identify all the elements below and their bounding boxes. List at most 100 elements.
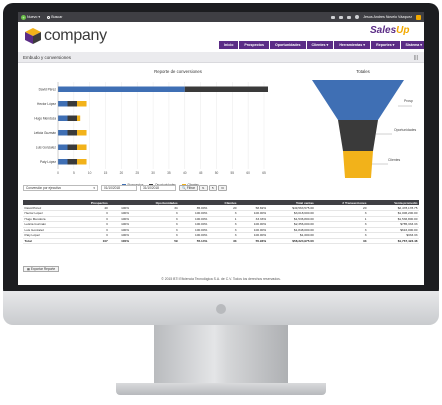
table-row[interactable]: Hugo Mendoza 3 100% 3 100.00% 1 33.33% $1,536,8… bbox=[23, 216, 419, 223]
refresh-icon: ↻ bbox=[211, 186, 215, 190]
table-cell: 100% bbox=[109, 237, 131, 245]
bar-prospectos bbox=[58, 144, 68, 150]
table-cell: $1,536,800.00 bbox=[267, 216, 316, 223]
nav-sistema[interactable]: Sistema ▾ bbox=[400, 41, 424, 49]
export-label: Exportar Reporte bbox=[30, 267, 56, 271]
table-cell: $785,333.33 bbox=[367, 221, 419, 228]
col-clientes[interactable]: Clientes bbox=[208, 200, 239, 206]
funnel-stage-clientes bbox=[343, 151, 373, 178]
table-row[interactable]: Paty López 3 100% 3 100.00% 3 100.00% $1,000.00… bbox=[23, 232, 419, 239]
nav-clientes[interactable]: Clientes ▾ bbox=[306, 41, 334, 49]
table-cell: 3 bbox=[315, 210, 368, 217]
table-cell: 100% bbox=[109, 216, 131, 223]
search-button[interactable]: Buscar bbox=[47, 15, 62, 19]
date-from-input[interactable]: 01/10/2018 bbox=[101, 185, 137, 191]
sort-button[interactable]: ⇅ bbox=[199, 185, 208, 191]
user-avatar-icon[interactable] bbox=[355, 15, 360, 19]
bar-prospectos bbox=[58, 115, 68, 121]
col-total-ventas[interactable]: Total ventas bbox=[267, 200, 316, 206]
user-name[interactable]: Jesus Andres Novelo Vázquez bbox=[363, 15, 412, 19]
table-cell: 100.00% bbox=[238, 221, 268, 228]
plus-icon: + bbox=[21, 14, 26, 20]
x-tick-label: 10 bbox=[88, 171, 92, 175]
table-cell: $2,478,178.75 bbox=[367, 205, 419, 212]
table-cell: 100.00% bbox=[238, 210, 268, 217]
conversion-bar-chart: 0 5 10 15 20 25 30 35 40 45 50 55 60 65 David Pérez Hec… bbox=[34, 82, 268, 175]
col-clientes-pct bbox=[238, 200, 268, 206]
table-cell: 58.82% bbox=[238, 205, 268, 212]
col-venta-promedio[interactable]: Venta promedio bbox=[367, 200, 419, 206]
table-cell: 100% bbox=[109, 227, 131, 234]
table-cell: 100.00% bbox=[179, 216, 209, 223]
filter-bar: Conversión por ejecutivo ▾ 01/10/2018 31/… bbox=[23, 184, 228, 192]
table-cell: 3 bbox=[70, 216, 110, 223]
col-prospectos[interactable]: Prospectos bbox=[70, 200, 110, 206]
apple-logo-icon bbox=[216, 304, 226, 314]
bar-prospectos bbox=[58, 101, 68, 107]
table-header: Prospectos Oportunidades Clientes Total … bbox=[23, 200, 419, 206]
nav-oportunidades[interactable]: Oportunidades bbox=[269, 41, 306, 49]
table-cell: $58,324,975.00 bbox=[267, 237, 316, 245]
x-tick-label: 30 bbox=[151, 171, 155, 175]
y-tick-label: Paty López bbox=[40, 160, 56, 164]
date-to-input[interactable]: 31/10/2018 bbox=[140, 185, 176, 191]
x-tick-label: 45 bbox=[199, 171, 203, 175]
table-cell: Hugo Mendoza bbox=[23, 216, 71, 223]
bar-oportunidades bbox=[67, 144, 78, 150]
bar-clientes bbox=[77, 130, 87, 136]
filter-button-label: Filtrar bbox=[186, 186, 196, 190]
bar-oportunidades bbox=[67, 130, 78, 136]
funnel-label-prospectos: Prosp bbox=[404, 99, 413, 103]
x-tick-label: 25 bbox=[135, 171, 139, 175]
col-transacciones[interactable]: # Transacciones bbox=[315, 200, 368, 206]
nav-reportes[interactable]: Reportes ▾ bbox=[371, 41, 400, 49]
nav-inicio[interactable]: Inicio bbox=[219, 41, 239, 49]
options-menu-icon[interactable]: ||| bbox=[414, 55, 418, 61]
refresh-button[interactable]: ↻ bbox=[208, 185, 218, 191]
notifications-icon[interactable] bbox=[331, 15, 336, 19]
section-bar bbox=[18, 52, 424, 63]
table-row[interactable]: Luis Gonzalez 3 100% 3 100.00% 3 100.00% $1,848… bbox=[23, 227, 419, 234]
table-cell: Leticia Guzmán bbox=[23, 221, 71, 228]
metric-select[interactable]: Conversión por ejecutivo ▾ bbox=[23, 185, 98, 191]
filter-button[interactable]: 🔍 Filtrar bbox=[179, 185, 199, 191]
copy-icon: ⧉ bbox=[221, 186, 224, 190]
x-tick-label: 20 bbox=[120, 171, 124, 175]
y-tick-label: Hugo Mendoza bbox=[34, 116, 56, 120]
bar-clientes bbox=[77, 115, 81, 121]
nav-herramientas[interactable]: Herramientas ▾ bbox=[334, 41, 371, 49]
table-cell: 100.00% bbox=[179, 221, 209, 228]
new-button[interactable]: + Nuevo ▾ bbox=[21, 14, 41, 20]
x-tick-label: 15 bbox=[104, 171, 108, 175]
x-tick-label: 40 bbox=[183, 171, 187, 175]
table-cell: 3 bbox=[315, 227, 368, 234]
table-cell: $1,006,200.00 bbox=[367, 210, 419, 217]
messages-icon[interactable] bbox=[339, 15, 344, 19]
table-cell: 3 bbox=[208, 227, 239, 234]
bar-oportunidades bbox=[67, 115, 78, 121]
table-row[interactable]: Hector López 3 100% 3 100.00% 3 100.00% $3,018,… bbox=[23, 210, 419, 217]
table-cell: 3 bbox=[130, 227, 180, 234]
help-icon[interactable] bbox=[347, 15, 352, 19]
col-oportunidades[interactable]: Oportunidades bbox=[130, 200, 180, 206]
x-tick-label: 35 bbox=[167, 171, 171, 175]
table-cell: 1 bbox=[208, 216, 239, 223]
table-cell: 3 bbox=[315, 221, 368, 228]
copy-button[interactable]: ⧉ bbox=[218, 185, 227, 191]
funnel-label-oportunidades: Oportunidades bbox=[394, 128, 417, 132]
table-cell: 33 bbox=[315, 237, 368, 245]
table-cell: $1,767,423.48 bbox=[367, 237, 419, 245]
table-row[interactable]: David Pérez 40 100% 34 85.00% 20 58.82% $49,563… bbox=[23, 205, 419, 212]
sort-icon: ⇅ bbox=[202, 186, 205, 190]
table-row[interactable]: Leticia Guzmán 3 100% 3 100.00% 3 100.00% $2,35… bbox=[23, 221, 419, 228]
status-flag-icon[interactable] bbox=[416, 14, 421, 20]
export-report-button[interactable]: ▦ Exportar Reporte bbox=[23, 266, 60, 272]
bar-prospectos bbox=[58, 159, 68, 165]
table-cell: $49,563,575.00 bbox=[267, 205, 316, 212]
salesup-logo[interactable]: SalesUp bbox=[370, 25, 409, 36]
table-cell: 85.00% bbox=[179, 205, 209, 212]
new-label: Nuevo bbox=[27, 15, 38, 19]
nav-prospectos[interactable]: Prospectos bbox=[239, 41, 269, 49]
bar-prospectos bbox=[58, 130, 68, 136]
